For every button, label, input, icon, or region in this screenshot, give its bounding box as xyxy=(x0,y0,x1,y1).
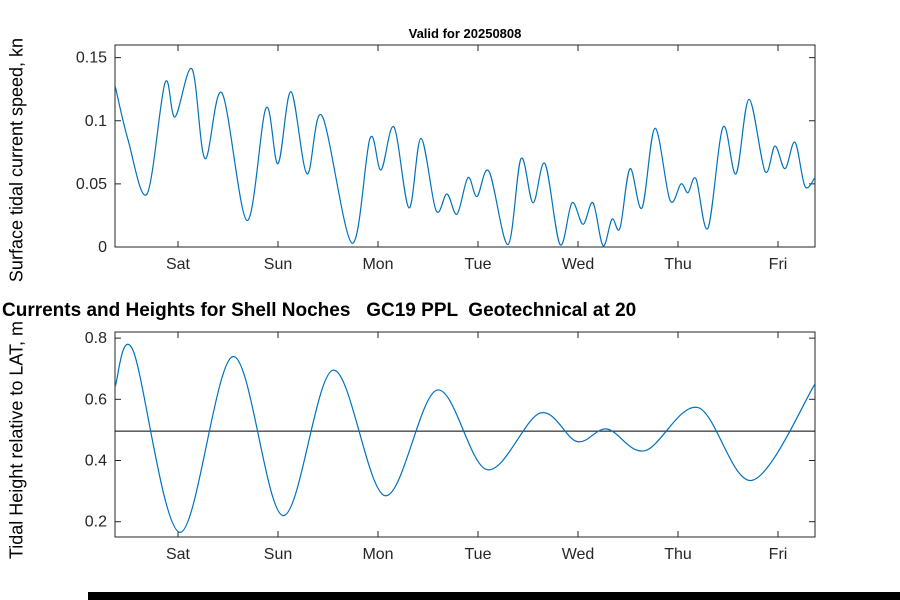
x-tick-label: Fri xyxy=(769,256,788,273)
y-tick-label: 0.2 xyxy=(85,514,107,531)
y-tick-label: 0.8 xyxy=(85,330,107,347)
x-tick-label: Sat xyxy=(166,546,191,563)
x-tick-label: Mon xyxy=(362,546,393,563)
x-tick-label: Sun xyxy=(264,256,292,273)
top-chart: Sat Sun Mon Tue Wed Thu Fri 0 0.05 0.1 0.15 xyxy=(76,44,816,273)
x-tick-label: Thu xyxy=(664,546,692,563)
x-tick-label: Sun xyxy=(264,546,292,563)
series-line xyxy=(115,343,815,534)
y-tick-label: 0.15 xyxy=(76,50,107,67)
y-tick-label: 0 xyxy=(98,239,107,256)
series-line xyxy=(115,68,815,247)
axes-box xyxy=(114,331,816,538)
y-tick-label: 0.05 xyxy=(76,176,107,193)
x-tick-label: Tue xyxy=(465,256,492,273)
y-tick-label: 0.1 xyxy=(85,113,107,130)
x-tick-label: Sat xyxy=(166,256,191,273)
bottom-chart: Sat Sun Mon Tue Wed Thu Fri 0.2 0.4 0.6 0.8 xyxy=(85,330,816,563)
axes-box xyxy=(114,44,816,248)
x-tick-label: Fri xyxy=(769,546,788,563)
x-tick-label: Thu xyxy=(664,256,692,273)
x-tick-label: Tue xyxy=(465,546,492,563)
bottom-edge-bar xyxy=(88,592,900,600)
y-tick-label: 0.6 xyxy=(85,391,107,408)
x-tick-label: Wed xyxy=(562,546,595,563)
x-tick-label: Mon xyxy=(362,256,393,273)
x-tick-label: Wed xyxy=(562,256,595,273)
main-title: Currents and Heights for Shell Noches GC… xyxy=(2,300,637,321)
y-tick-label: 0.4 xyxy=(85,453,107,470)
top-chart-title: Valid for 20250808 xyxy=(408,26,522,41)
